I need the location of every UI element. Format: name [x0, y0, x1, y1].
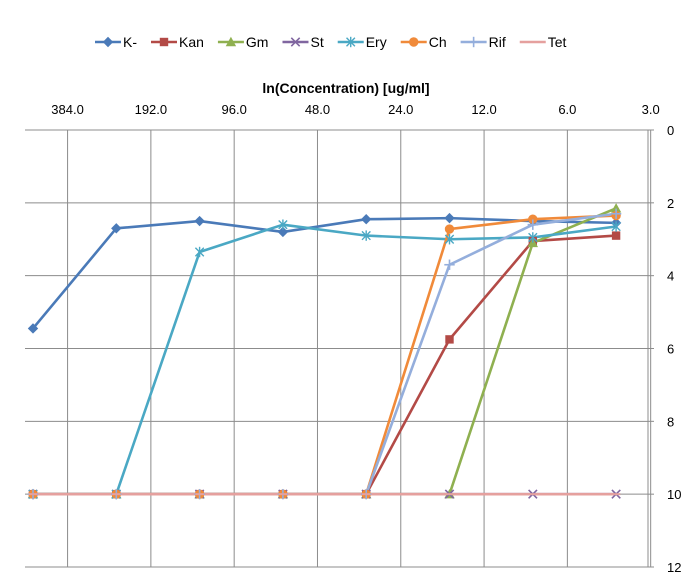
- series-line-ery: [31, 223, 618, 496]
- legend-entry: Ery: [337, 34, 387, 50]
- legend-label: Gm: [246, 34, 269, 50]
- legend-label: St: [310, 34, 323, 50]
- y-tick-label: 6: [667, 342, 674, 357]
- x-tick-label: 6.0: [558, 102, 576, 117]
- y-tick-label: 10: [667, 487, 681, 502]
- data-point: [445, 335, 454, 344]
- y-tick-label: 4: [667, 269, 674, 284]
- series-markers: [27, 203, 622, 500]
- legend-marker: [468, 36, 479, 48]
- data-point: [444, 212, 455, 224]
- legend-entry: K-: [95, 34, 137, 50]
- x-tick-label: 384.0: [51, 102, 84, 117]
- data-point: [444, 234, 455, 245]
- data-point: [194, 215, 205, 227]
- y-tick-label: 0: [667, 123, 674, 138]
- x-tick-label: 24.0: [388, 102, 413, 117]
- data-point: [611, 221, 621, 232]
- legend-label: Tet: [548, 34, 567, 50]
- data-point: [277, 226, 289, 238]
- x-tick-label: 12.0: [471, 102, 496, 117]
- legend-marker: [409, 37, 419, 47]
- series-lines: [31, 206, 618, 496]
- legend-marker: [225, 36, 237, 47]
- data-point: [444, 259, 455, 270]
- axes: 384.0 192.0 96.0 48.0 24.0 12.0 6.0 3.0 0 2 4 6 8 10 1…: [25, 102, 681, 575]
- legend-entry: Tet: [519, 34, 567, 50]
- data-point: [361, 214, 372, 225]
- legend-label: Ery: [366, 34, 387, 50]
- legend-entry: Ch: [400, 34, 447, 50]
- data-point: [361, 230, 371, 241]
- series-line-kan: [31, 234, 618, 496]
- data-point: [27, 323, 39, 334]
- data-point: [278, 219, 288, 230]
- legend-marker: [159, 37, 169, 47]
- marker-stroke: [290, 37, 301, 47]
- legend-marker: [346, 36, 356, 48]
- series-line-gm: [31, 206, 618, 496]
- y-tick-label: 12: [667, 560, 681, 573]
- legend-label: Rif: [489, 34, 506, 50]
- legend: K- Kan Gm St Ery Ch Rif Tet: [95, 34, 567, 50]
- legend-entry: St: [282, 34, 324, 50]
- legend-entry: Kan: [151, 34, 204, 50]
- y-tick-label: 2: [667, 196, 674, 211]
- legend-label: Ch: [429, 34, 447, 50]
- legend-label: K-: [123, 34, 137, 50]
- y-tick-label: 8: [667, 414, 674, 429]
- chart-title: ln(Concentration) [ug/ml]: [262, 80, 429, 96]
- x-tick-label: 192.0: [135, 102, 168, 117]
- data-point: [194, 246, 205, 258]
- legend-marker: [290, 37, 301, 47]
- legend-marker: [102, 36, 114, 48]
- legend-entry: Gm: [217, 34, 269, 50]
- legend-label: Kan: [179, 34, 204, 50]
- x-tick-label: 96.0: [222, 102, 247, 117]
- grid: [25, 129, 652, 568]
- data-point: [610, 203, 622, 213]
- x-tick-label: 3.0: [642, 102, 660, 117]
- data-point: [611, 231, 621, 240]
- data-point: [444, 224, 455, 234]
- legend-entry: Rif: [460, 34, 506, 50]
- data-point: [610, 208, 622, 219]
- data-point: [111, 223, 122, 234]
- data-point: [528, 214, 538, 224]
- x-tick-label: 48.0: [305, 102, 330, 117]
- data-point: [528, 232, 538, 243]
- series-line-k: [31, 216, 618, 330]
- data-point: [527, 219, 538, 230]
